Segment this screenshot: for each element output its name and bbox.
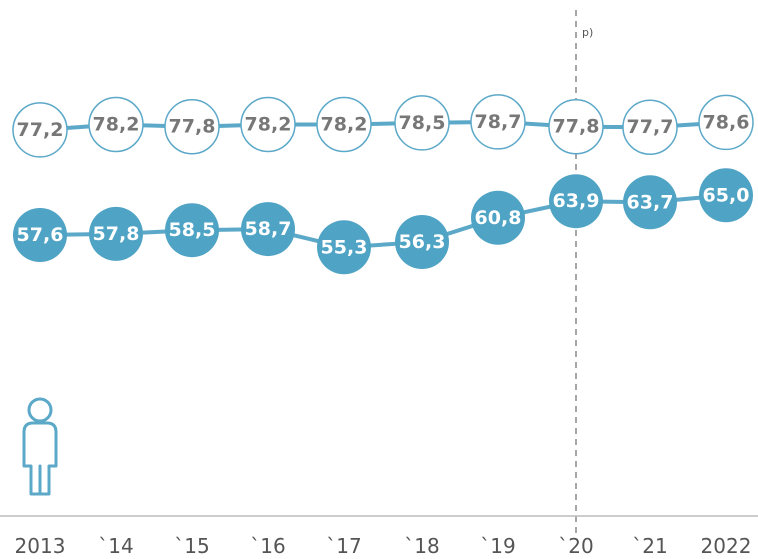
data-label: 58,5 — [169, 219, 216, 241]
x-tick-label: `19 — [480, 534, 515, 558]
data-point — [549, 174, 603, 229]
data-label: 63,7 — [627, 191, 674, 213]
x-tick-label: `15 — [174, 534, 209, 558]
data-point — [698, 94, 754, 151]
data-point — [164, 98, 220, 155]
data-point — [316, 96, 372, 153]
data-label: 77,8 — [169, 116, 216, 138]
x-tick-label: `18 — [404, 534, 439, 558]
data-label: 65,0 — [703, 184, 750, 206]
data-point — [394, 95, 450, 151]
data-point — [89, 206, 143, 261]
x-tick-label: 2022 — [701, 534, 752, 558]
data-point — [165, 203, 219, 258]
series-hollow: 77,2 78,2 77,8 78,2 78,2 78,5 78,7 77,8 77,7 78,6 — [12, 94, 754, 158]
data-label: 78,2 — [321, 114, 368, 136]
x-tick-label: `20 — [558, 534, 593, 558]
data-point — [548, 98, 604, 155]
data-point — [88, 96, 144, 153]
x-tick-label: `14 — [98, 534, 133, 558]
x-tick-label: `16 — [250, 534, 285, 558]
series-layer: 77,2 78,2 77,8 78,2 78,2 78,5 78,7 77,8 77,7 78,6… — [12, 94, 754, 275]
data-point — [471, 190, 525, 245]
data-label: 77,7 — [627, 116, 674, 138]
data-label: 78,7 — [475, 111, 522, 133]
data-label: 57,8 — [93, 223, 140, 245]
data-label: 63,9 — [553, 190, 600, 212]
x-tick-label: 2013 — [15, 534, 66, 558]
data-point — [470, 94, 526, 150]
data-point — [240, 96, 296, 153]
data-point — [12, 102, 68, 158]
data-point — [395, 215, 449, 269]
data-label: 78,2 — [245, 114, 292, 136]
data-label: 78,2 — [93, 114, 140, 136]
data-label: 60,8 — [475, 207, 522, 229]
data-label: 78,5 — [399, 112, 446, 134]
series-line — [39, 119, 727, 132]
data-label: 55,3 — [321, 236, 368, 258]
data-label: 77,8 — [553, 116, 600, 138]
data-label: 78,6 — [703, 111, 750, 133]
data-point — [241, 202, 295, 257]
data-point — [622, 99, 678, 155]
series-filled: 57,6 57,8 58,5 58,7 55,3 56,3 60,8 63,9 63,7 65,0 — [13, 168, 753, 275]
data-label: 56,3 — [399, 231, 446, 253]
data-label: 58,7 — [245, 218, 292, 240]
x-tick-label: `17 — [326, 534, 361, 558]
person-icon — [22, 397, 58, 496]
data-point — [623, 175, 677, 230]
data-label: 57,6 — [17, 224, 64, 246]
x-axis-ticks: 2013 `14 `15 `16 `17 `18 `19 `20 `21 2022 — [15, 534, 752, 558]
data-point — [317, 220, 371, 275]
series-line — [39, 193, 727, 250]
marker-label: p) — [582, 26, 593, 39]
data-label: 77,2 — [17, 119, 64, 141]
x-tick-label: `21 — [632, 534, 667, 558]
data-point — [13, 208, 67, 262]
data-point — [699, 168, 753, 223]
